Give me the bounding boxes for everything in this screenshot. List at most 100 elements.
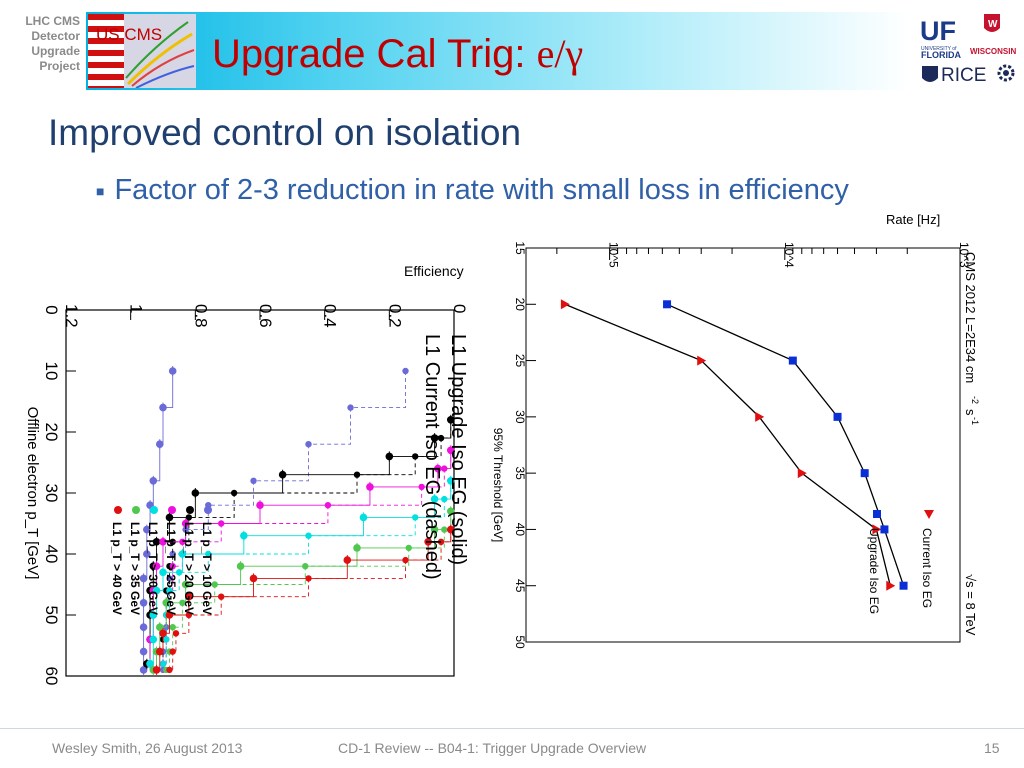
upgrade-iso-point xyxy=(880,525,889,534)
dashed-curve-segment xyxy=(169,572,180,592)
uf-logo-line-1: UNIVERSITY of xyxy=(921,46,957,52)
efficiency-tick-label: 0 xyxy=(450,304,469,313)
institution-logos: UF UNIVERSITY of FLORIDA W WISCONSIN RIC… xyxy=(918,10,1018,90)
dashed-curve-segment xyxy=(305,547,410,567)
upgrade-iso-point xyxy=(833,412,842,421)
solid-curve-segment xyxy=(253,560,348,579)
legend-label: L1 p_T > 35 GeV xyxy=(128,522,142,615)
dashed-curve-point xyxy=(447,508,454,515)
threshold-tick-label: 45 xyxy=(513,579,527,593)
solid-curve-segment xyxy=(156,651,161,671)
footer-author: Wesley Smith, 26 August 2013 xyxy=(52,740,243,756)
solid-curve-segment xyxy=(150,480,154,506)
rice-shield-icon xyxy=(922,66,938,82)
slide-title: Upgrade Cal Trig: e/γ xyxy=(212,30,583,77)
uscms-logo-text: US CMS xyxy=(96,25,162,44)
cms-lumi-superscript: -1 xyxy=(970,417,980,425)
slide-title-main: Upgrade Cal Trig: xyxy=(212,32,537,76)
threshold-tick-label: 30 xyxy=(513,410,527,424)
svg-text:W: W xyxy=(988,19,998,30)
rate-series-line xyxy=(666,303,905,586)
solid-curve-segment xyxy=(146,505,151,531)
rate-tick-label: 10^4 xyxy=(782,242,796,268)
legend-marker xyxy=(186,506,194,514)
dashed-curve-point xyxy=(159,660,167,667)
upgrade-iso-point xyxy=(788,356,797,365)
current-iso-point xyxy=(560,299,570,310)
solid-curve-segment xyxy=(185,566,242,585)
dashed-curve-segment xyxy=(163,627,167,653)
pt-axis-label: Offline electron p_T [GeV] xyxy=(24,407,41,580)
bullet-square-icon: ■ xyxy=(96,183,105,200)
rate-tick-label: 10^3 xyxy=(957,242,971,268)
cms-lumi-annotation: CMS 2012 L=2E34 cm xyxy=(963,252,978,383)
legend-marker xyxy=(114,506,122,514)
dashed-curve-point xyxy=(447,416,454,423)
current-iso-point xyxy=(872,524,882,535)
dashed-curve-segment xyxy=(234,474,358,494)
dashed-curve-segment xyxy=(253,444,309,482)
dashed-curve-point xyxy=(447,447,454,454)
title-bar xyxy=(86,12,910,90)
solid-curve-segment xyxy=(163,523,187,543)
footer-divider xyxy=(0,728,1024,729)
current-iso-point xyxy=(755,411,765,422)
solid-curve-segment xyxy=(159,407,164,445)
legend-upgrade-marker xyxy=(873,510,881,518)
rice-logo: RICE xyxy=(941,65,986,86)
rate-chart-svg: 15 20 25 30 35 40 45 50 95% Threshold [GeV] 10^3 1… xyxy=(491,212,980,649)
solid-curve-segment xyxy=(156,572,164,592)
threshold-tick-label: 40 xyxy=(513,523,527,537)
rice-owl-gear-icon xyxy=(997,64,1015,82)
dashed-curve-segment xyxy=(169,554,174,579)
rate-tick-label: 10^5 xyxy=(607,242,621,268)
legend-marker xyxy=(132,506,140,514)
legend-label: L1 p_T > 10 GeV xyxy=(200,522,214,615)
slide-title-symbol: e/γ xyxy=(536,31,584,76)
threshold-tick-label: 50 xyxy=(513,635,527,649)
rate-plot-frame xyxy=(525,247,961,643)
uscms-logo: US CMS xyxy=(88,14,196,88)
pt-tick-label: 50 xyxy=(42,606,61,625)
efficiency-tick-label: 1 xyxy=(127,304,146,313)
threshold-tick-label: 35 xyxy=(513,466,527,480)
pt-tick-label: 20 xyxy=(42,423,61,442)
rate-plot-area: 15 20 25 30 35 40 45 50 95% Threshold [GeV] 10^3 1… xyxy=(491,212,980,649)
dashed-curve-segment xyxy=(415,438,442,457)
dashed-curve-segment xyxy=(208,535,309,555)
legend-marker xyxy=(204,506,212,514)
legend-label: L1 p_T > 40 GeV xyxy=(110,522,124,615)
annotation-dashed: L1 Current Iso EG (dashed) xyxy=(421,334,443,580)
dashed-curve-point xyxy=(166,587,173,594)
flag-stripes xyxy=(88,14,196,88)
dashed-curve-segment xyxy=(214,566,306,585)
solid-curve-segment xyxy=(143,554,148,579)
dashed-curve-segment xyxy=(441,419,452,439)
legend-upgrade-label: Upgrade Iso EG xyxy=(867,528,881,614)
footer-center: CD-1 Review -- B04-1: Trigger Upgrade Ov… xyxy=(338,740,647,756)
solid-curve-segment xyxy=(153,444,161,482)
pt-tick-label: 30 xyxy=(42,484,61,503)
solid-curve-segment xyxy=(363,499,436,518)
rate-series-line xyxy=(564,303,891,586)
cms-lumi-superscript: -2 xyxy=(970,396,980,404)
solid-curve-segment xyxy=(156,541,164,567)
legend-current-label: Current Iso EG xyxy=(920,528,934,608)
legend-label: L1 p_T > 20 GeV xyxy=(182,522,196,615)
sqrt-s-annotation: √s = 8 TeV xyxy=(963,574,978,636)
legend-label: L1 p_T > 25 GeV xyxy=(164,522,178,615)
threshold-tick-label: 25 xyxy=(513,354,527,368)
dashed-curve-segment xyxy=(357,456,416,476)
dashed-curve-point xyxy=(447,477,454,484)
solid-curve-segment xyxy=(159,633,164,653)
solid-curve-segment xyxy=(428,529,452,543)
annotation-solid: L1 Upgrade Iso EG (solid) xyxy=(447,334,469,565)
dashed-curve-segment xyxy=(188,493,235,518)
project-label-line-1: LHC CMS xyxy=(25,14,80,28)
legend-current-marker xyxy=(924,510,934,519)
content-heading: Improved control on isolation xyxy=(48,112,522,153)
current-iso-point xyxy=(797,468,807,479)
solid-curve-segment xyxy=(159,602,167,628)
dashed-curve-segment xyxy=(415,499,445,518)
